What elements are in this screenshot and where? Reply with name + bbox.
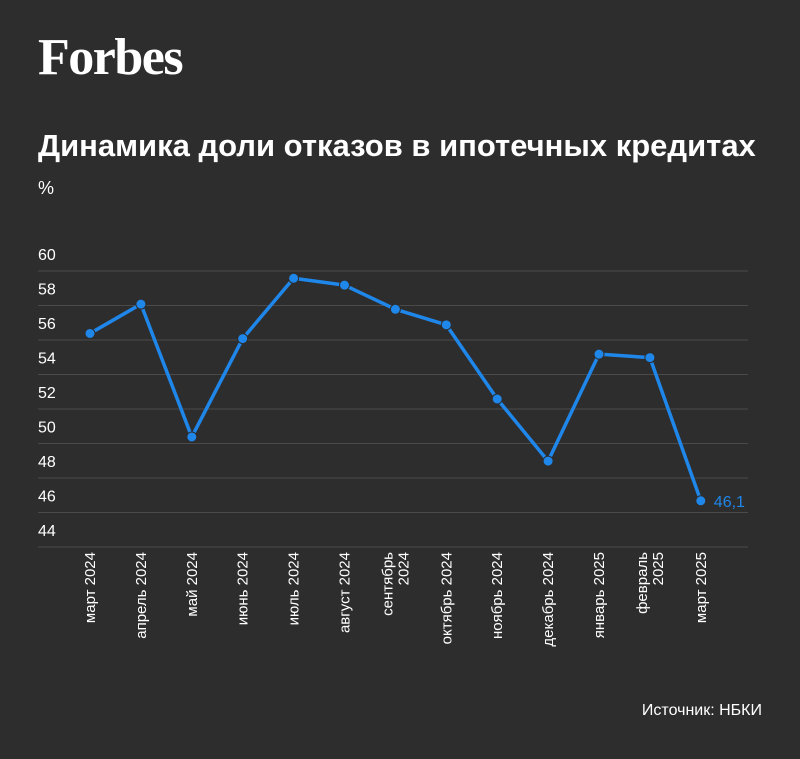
x-tick-label: апрель 2024 xyxy=(133,552,150,639)
data-point xyxy=(288,272,300,284)
y-axis-unit-label: % xyxy=(38,178,55,198)
x-tick-label-line: апрель 2024 xyxy=(133,552,150,639)
x-tick-label: июль 2024 xyxy=(286,552,303,625)
series-layer xyxy=(84,272,707,507)
x-tick-label: июнь 2024 xyxy=(235,552,252,625)
x-tick-label-line: март 2025 xyxy=(693,552,710,623)
x-tick-label-line: сентябрь xyxy=(379,552,396,616)
x-tick-label: май 2024 xyxy=(184,552,201,617)
data-point xyxy=(491,393,503,405)
x-tick-label-line: январь 2025 xyxy=(591,552,608,638)
x-tick-label: сентябрь 2024 xyxy=(379,552,412,616)
data-point xyxy=(84,327,96,339)
y-tick-label-54: 54 xyxy=(38,351,56,368)
data-point xyxy=(440,319,452,331)
y-axis-ticks: 44 46 48 50 52 54 56 58 60 xyxy=(38,247,56,540)
y-tick-label-48: 48 xyxy=(38,454,56,471)
x-tick-label-line: октябрь 2024 xyxy=(438,552,455,644)
x-tick-label-line: 2024 xyxy=(395,552,412,585)
data-point xyxy=(389,303,401,315)
x-tick-label: январь 2025 xyxy=(591,552,608,638)
x-tick-label-line: июнь 2024 xyxy=(235,552,252,625)
x-axis-ticks: март 2024 апрель 2024 май 2024 июнь 2024 июл… xyxy=(82,552,710,647)
data-point xyxy=(135,298,147,310)
x-tick-label: октябрь 2024 xyxy=(438,552,455,644)
x-tick-label: ноябрь 2024 xyxy=(489,552,506,639)
data-point xyxy=(695,495,707,507)
x-tick-label-line: февраль xyxy=(634,552,651,614)
data-label: 46,1 xyxy=(714,494,745,511)
y-tick-label-52: 52 xyxy=(38,385,56,402)
x-tick-label-line: июль 2024 xyxy=(286,552,303,625)
x-tick-label: август 2024 xyxy=(337,552,354,633)
x-tick-label-line: май 2024 xyxy=(184,552,201,617)
y-tick-label-58: 58 xyxy=(38,282,56,299)
chart-title: Динамика доли отказов в ипотечных кредит… xyxy=(38,128,756,163)
x-tick-label-line: 2025 xyxy=(650,552,667,585)
data-point xyxy=(593,348,605,360)
data-point xyxy=(339,279,350,291)
source-note: Источник: НБКИ xyxy=(641,702,762,719)
x-tick-label-line: март 2024 xyxy=(82,552,99,623)
x-tick-label: февраль 2025 xyxy=(634,552,667,614)
x-tick-label-line: ноябрь 2024 xyxy=(489,552,506,639)
data-labels: 46,1 xyxy=(714,494,745,511)
y-tick-label-44: 44 xyxy=(38,523,56,540)
y-tick-label-50: 50 xyxy=(38,420,56,437)
x-tick-label: март 2025 xyxy=(693,552,710,623)
data-point xyxy=(186,431,198,443)
x-tick-label: март 2024 xyxy=(82,552,99,623)
x-tick-label: декабрь 2024 xyxy=(540,552,557,647)
y-tick-label-56: 56 xyxy=(38,316,56,333)
forbes-logo: Forbes xyxy=(38,29,184,86)
y-tick-label-60: 60 xyxy=(38,247,56,264)
data-point xyxy=(542,455,554,467)
data-point xyxy=(644,352,656,364)
x-tick-label-line: август 2024 xyxy=(337,552,354,633)
y-tick-label-46: 46 xyxy=(38,489,56,506)
x-tick-label-line: декабрь 2024 xyxy=(540,552,557,647)
data-point xyxy=(237,333,249,345)
